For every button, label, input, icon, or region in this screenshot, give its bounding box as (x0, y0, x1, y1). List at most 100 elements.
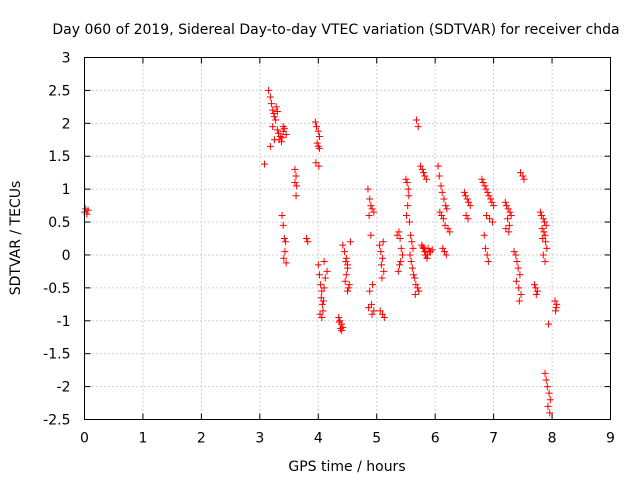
data-point (312, 159, 320, 167)
data-point (539, 215, 547, 223)
data-point (266, 142, 274, 150)
data-point (84, 206, 92, 214)
data-point (396, 235, 404, 242)
data-point (412, 281, 420, 289)
data-point (441, 248, 449, 256)
data-point (272, 116, 280, 124)
data-point (365, 211, 373, 219)
data-point (317, 281, 325, 289)
data-point (282, 259, 290, 267)
data-point (464, 215, 472, 223)
data-point (316, 310, 324, 318)
data-point (545, 389, 553, 397)
data-point (512, 251, 520, 259)
data-point (441, 221, 449, 229)
data-point (336, 317, 344, 325)
data-point (421, 172, 429, 180)
data-point (422, 175, 430, 183)
data-point (367, 300, 375, 308)
data-point (403, 211, 411, 219)
data-point (273, 107, 281, 115)
data-point (421, 248, 429, 256)
data-point (502, 225, 510, 233)
plot-frame (84, 57, 611, 420)
x-tick-label: 4 (314, 431, 323, 447)
data-point (291, 165, 299, 173)
data-point (403, 179, 411, 187)
data-point (342, 271, 350, 279)
y-tick-label: 3 (62, 51, 71, 67)
data-point (540, 218, 548, 226)
data-point (484, 258, 492, 266)
data-point (292, 172, 300, 180)
data-point (505, 228, 513, 236)
data-point (380, 313, 388, 321)
data-point (553, 300, 561, 308)
data-point (546, 396, 554, 404)
data-point (545, 320, 553, 328)
data-point (364, 185, 372, 193)
data-point (463, 195, 471, 203)
data-point (407, 258, 415, 266)
data-point (315, 162, 323, 170)
data-point (379, 238, 387, 246)
data-point (342, 258, 350, 266)
data-point (345, 284, 353, 292)
data-point (462, 211, 470, 219)
data-point (515, 297, 523, 305)
data-point (504, 205, 512, 213)
data-point (268, 100, 276, 108)
data-point (304, 238, 312, 246)
chart-title: Day 060 of 2019, Sidereal Day-to-day VTE… (52, 22, 619, 38)
data-point (366, 287, 374, 295)
data-point (315, 271, 323, 279)
data-point (404, 202, 412, 210)
data-point (313, 139, 321, 147)
data-point (339, 241, 347, 249)
y-tick-label: -1 (57, 314, 71, 330)
data-point (412, 116, 420, 124)
data-point (279, 221, 287, 229)
y-tick-label: -2 (57, 380, 71, 396)
data-point (513, 258, 521, 266)
data-point (344, 261, 351, 269)
x-tick-label: 3 (255, 431, 264, 447)
data-point (446, 228, 454, 236)
data-point (540, 228, 548, 236)
data-point (435, 172, 443, 180)
data-point (434, 162, 442, 170)
data-point (542, 221, 550, 229)
x-tick-label: 0 (80, 431, 89, 447)
data-point (269, 123, 277, 131)
data-point (380, 267, 388, 275)
data-point (551, 297, 559, 305)
data-point (515, 284, 523, 292)
data-point (320, 297, 328, 305)
data-point (345, 281, 353, 289)
data-point (397, 244, 405, 252)
data-point (428, 246, 436, 254)
data-point (341, 248, 349, 256)
data-point (398, 251, 406, 259)
data-point (440, 195, 448, 203)
data-point (481, 182, 489, 190)
data-point (438, 211, 446, 219)
data-point (397, 258, 405, 266)
data-point (519, 172, 527, 180)
data-point (346, 238, 354, 246)
data-point (367, 202, 375, 210)
data-point (370, 208, 378, 216)
data-point (311, 118, 319, 126)
data-point (408, 238, 416, 246)
data-point (270, 113, 278, 121)
x-axis-label: GPS time / hours (288, 459, 405, 475)
data-point (490, 202, 498, 210)
data-point (512, 277, 520, 285)
data-point (532, 284, 540, 292)
data-point (462, 192, 470, 200)
data-point (488, 218, 496, 226)
data-point (395, 228, 403, 236)
data-point (344, 287, 351, 295)
data-point (504, 215, 512, 223)
